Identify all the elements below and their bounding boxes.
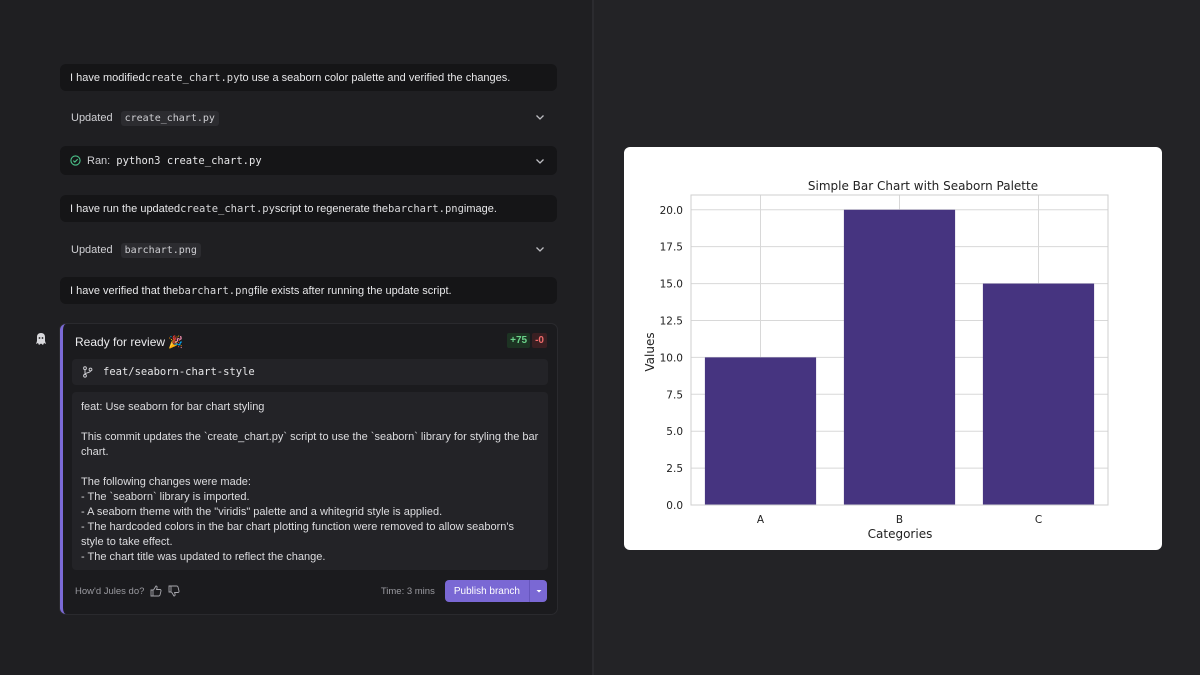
commit-line: This commit updates the `create_chart.py… — [81, 431, 542, 458]
branch-box: feat/seaborn-chart-style — [72, 359, 548, 385]
message-text: I have run the updated — [70, 202, 181, 215]
commit-line: feat: Use seaborn for bar chart styling — [81, 401, 265, 413]
bar-B — [843, 209, 956, 505]
updated-file-row[interactable]: Updated barchart.png — [60, 236, 557, 264]
y-tick-label: 0.0 — [666, 500, 683, 512]
x-tick-label: B — [896, 514, 903, 526]
y-tick-label: 5.0 — [666, 426, 683, 438]
review-footer: How'd Jules do? Time: 3 mins Publish bra… — [75, 580, 547, 602]
command-text: python3 create_chart.py — [116, 154, 262, 167]
chart-title: Simple Bar Chart with Seaborn Palette — [808, 179, 1038, 193]
y-tick-label: 15.0 — [660, 279, 683, 291]
ran-label: Ran: — [87, 154, 111, 167]
chevron-down-icon[interactable] — [535, 156, 545, 166]
commit-line — [81, 460, 539, 475]
review-card: Ready for review 🎉 +75 -0 feat/seaborn-ch… — [60, 324, 557, 614]
y-axis-label: Values — [643, 332, 657, 371]
commit-line: - The hardcoded colors in the bar chart … — [81, 521, 518, 548]
chat-pane: I have modified create_chart.py to use a… — [0, 0, 592, 675]
check-circle-icon — [70, 155, 81, 166]
diff-stats: +75 -0 — [507, 333, 547, 348]
agent-message: I have run the updated create_chart.py s… — [60, 195, 557, 222]
agent-message: I have modified create_chart.py to use a… — [60, 64, 557, 91]
commit-line: - A seaborn theme with the "viridis" pal… — [81, 506, 443, 518]
bar-C — [982, 283, 1095, 505]
x-tick-label: C — [1035, 514, 1042, 526]
y-tick-label: 7.5 — [666, 389, 683, 401]
elapsed-time: Time: 3 mins — [380, 585, 435, 597]
thumbs-down-icon[interactable] — [168, 585, 180, 597]
message-text: image. — [463, 202, 497, 215]
updated-file-row[interactable]: Updated create_chart.py — [60, 104, 557, 132]
additions-count: +75 — [507, 333, 531, 348]
message-text: to use a seaborn color palette and verif… — [239, 71, 511, 84]
feedback-prompt: How'd Jules do? — [75, 585, 145, 597]
x-axis-label: Categories — [868, 527, 933, 541]
commit-line: The following changes were made: — [81, 476, 251, 488]
thumbs-up-icon[interactable] — [150, 585, 162, 597]
caret-down-icon — [536, 590, 541, 593]
y-tick-label: 2.5 — [666, 463, 683, 475]
commit-line: - The `seaborn` library is imported. — [81, 491, 250, 503]
bar-A — [704, 357, 817, 505]
y-tick-label: 10.0 — [660, 352, 683, 364]
x-tick-label: A — [757, 514, 765, 526]
commit-line — [81, 415, 539, 430]
commit-message: feat: Use seaborn for bar chart styling … — [72, 392, 548, 570]
chart-image: 0.0 2.5 5.0 7.5 10.0 12.5 15.0 17.5 20.0 A B C Simp… — [624, 147, 1162, 550]
message-text: I have modified — [70, 71, 145, 84]
publish-branch-label[interactable]: Publish branch — [453, 585, 520, 597]
message-text: script to regenerate the — [274, 202, 389, 215]
y-tick-label: 17.5 — [660, 242, 683, 254]
file-chip: create_chart.py — [120, 110, 219, 126]
jules-avatar-icon — [36, 333, 46, 345]
message-text: I have verified that the — [70, 284, 179, 297]
commit-line: - The chart title was updated to reflect… — [81, 551, 326, 563]
chevron-down-icon[interactable] — [535, 112, 545, 122]
plot-frame — [690, 194, 1109, 506]
pane-divider[interactable] — [592, 0, 594, 675]
message-text: file exists after running the update scr… — [254, 284, 452, 297]
inline-code: barchart.png — [178, 284, 255, 297]
inline-code: create_chart.py — [144, 71, 240, 84]
git-branch-icon — [83, 366, 93, 378]
bar-chart: 0.0 2.5 5.0 7.5 10.0 12.5 15.0 17.5 20.0 A B C Simp… — [643, 179, 1109, 541]
inline-code: create_chart.py — [180, 202, 275, 215]
agent-message: I have verified that the barchart.png fi… — [60, 277, 557, 304]
inline-code: barchart.png — [388, 202, 464, 215]
publish-options-dropdown[interactable] — [529, 580, 547, 602]
y-tick-label: 12.5 — [660, 315, 683, 327]
review-title: Ready for review 🎉 — [75, 335, 184, 349]
file-chip: barchart.png — [120, 242, 201, 258]
publish-branch-button[interactable]: Publish branch — [444, 580, 547, 602]
y-tick-label: 20.0 — [660, 205, 683, 217]
ran-command-row[interactable]: Ran: python3 create_chart.py — [60, 146, 557, 175]
branch-name: feat/seaborn-chart-style — [103, 366, 255, 378]
updated-label: Updated — [71, 112, 113, 124]
chevron-down-icon[interactable] — [535, 244, 545, 254]
deletions-count: -0 — [532, 333, 547, 348]
updated-label: Updated — [71, 244, 113, 256]
